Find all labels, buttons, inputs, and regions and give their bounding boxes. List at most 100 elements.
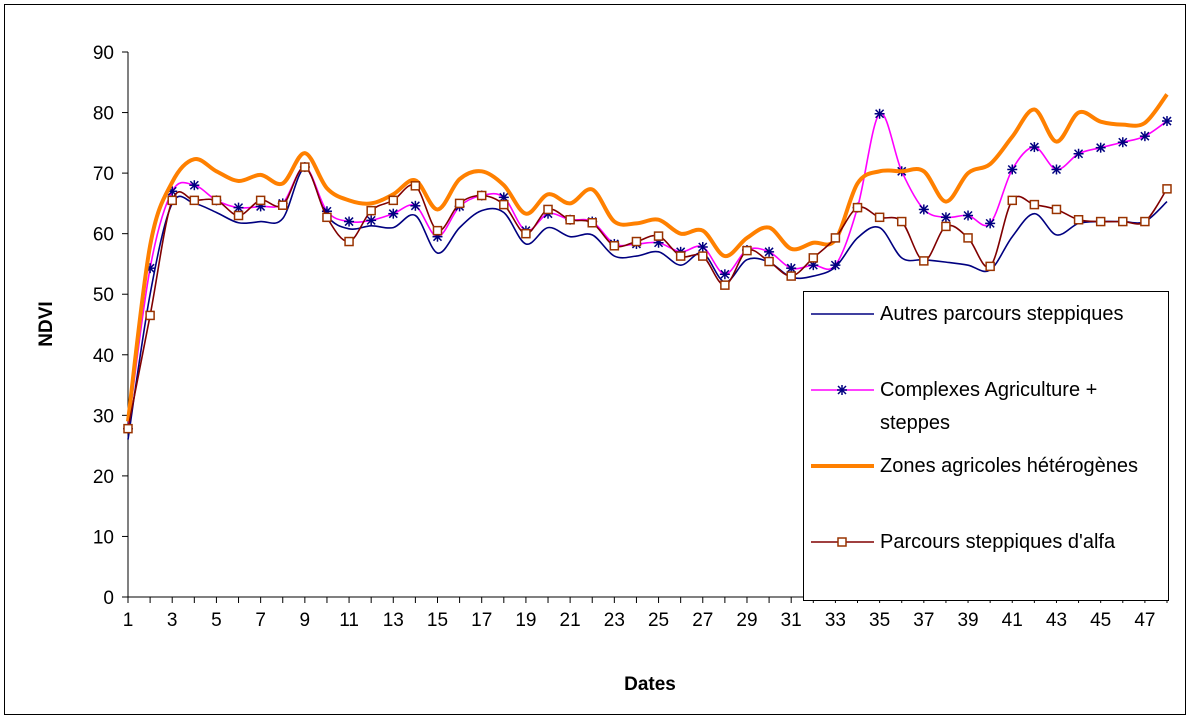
marker <box>808 253 819 263</box>
marker-stroke <box>786 263 796 273</box>
x-tick-label: 43 <box>1046 610 1067 631</box>
marker <box>1051 164 1062 175</box>
x-tick-label: 1 <box>123 610 134 631</box>
marker <box>837 537 847 547</box>
marker-stroke <box>1029 142 1039 152</box>
marker-stroke <box>1140 131 1150 141</box>
y-tick-label: 0 <box>103 588 114 609</box>
legend-label: Parcours steppiques d'alfa <box>880 531 1116 553</box>
marker <box>344 216 355 227</box>
x-axis-title: Dates <box>624 674 676 695</box>
x-tick-label: 7 <box>255 610 266 631</box>
chart-border <box>4 4 1186 715</box>
marker <box>1029 199 1040 210</box>
marker <box>963 210 974 221</box>
x-tick-label: 3 <box>167 610 178 631</box>
y-tick-label: 50 <box>93 285 114 306</box>
x-tick-label: 13 <box>383 610 404 631</box>
legend-entry: Complexes Agriculture + steppes <box>804 368 1168 444</box>
x-tick-label: 11 <box>339 610 359 631</box>
marker <box>366 215 377 226</box>
legend: Autres parcours steppiques Complexes Agri… <box>803 291 1169 601</box>
marker <box>388 208 399 219</box>
marker <box>1007 164 1018 175</box>
marker <box>940 212 951 223</box>
marker <box>1118 216 1128 227</box>
marker-stroke <box>875 109 885 119</box>
marker-stroke <box>985 218 995 228</box>
legend-label: Autres parcours steppiques <box>880 303 1124 325</box>
marker-stroke <box>941 212 951 222</box>
y-tick-label: 20 <box>93 467 114 488</box>
marker <box>432 225 443 236</box>
marker <box>896 216 907 227</box>
marker <box>410 200 421 211</box>
marker <box>123 423 133 434</box>
marker <box>963 233 973 243</box>
marker-stroke <box>1074 149 1084 159</box>
x-tick-label: 5 <box>211 610 222 631</box>
marker <box>499 199 509 210</box>
marker <box>543 204 553 215</box>
marker <box>786 271 796 281</box>
marker <box>764 256 774 267</box>
legend-entry: Autres parcours steppiques <box>804 292 1168 368</box>
x-tick-label: 25 <box>648 610 669 631</box>
marker-stroke <box>344 217 354 227</box>
x-tick-label: 37 <box>913 610 934 631</box>
marker <box>565 214 575 225</box>
x-tick-label: 23 <box>604 610 625 631</box>
y-tick-label: 10 <box>93 527 114 548</box>
marker <box>233 210 244 221</box>
legend-entry: Zones agricoles hétérogènes <box>804 444 1168 520</box>
y-tick-label: 40 <box>93 346 114 367</box>
marker <box>1117 137 1128 148</box>
marker <box>344 236 354 247</box>
marker <box>941 221 951 232</box>
marker <box>985 218 996 229</box>
y-tick-label: 90 <box>93 43 114 64</box>
marker <box>852 202 863 213</box>
marker <box>1007 195 1018 206</box>
x-tick-label: 47 <box>1134 610 1155 631</box>
x-tick-label: 17 <box>471 610 492 631</box>
marker <box>388 195 399 206</box>
marker <box>1162 184 1172 194</box>
x-tick-label: 35 <box>869 610 890 631</box>
x-tick-label: 27 <box>692 610 713 631</box>
marker-stroke <box>1007 164 1017 175</box>
marker <box>1095 142 1106 153</box>
legend-swatch <box>811 464 874 468</box>
x-tick-label: 15 <box>427 610 448 631</box>
marker <box>189 180 200 191</box>
marker <box>476 190 487 201</box>
legend-label: Complexes Agriculture + steppes <box>880 379 1098 434</box>
marker-stroke <box>1118 137 1128 147</box>
marker <box>1029 142 1040 153</box>
marker <box>609 241 620 251</box>
marker-stroke <box>366 215 376 225</box>
marker <box>675 251 686 261</box>
y-tick-label: 30 <box>93 406 114 427</box>
x-tick-label: 33 <box>825 610 846 631</box>
legend-swatch <box>811 313 874 315</box>
marker-stroke <box>837 385 847 395</box>
x-tick-label: 9 <box>300 610 311 631</box>
marker <box>631 236 642 247</box>
marker-stroke <box>388 209 398 219</box>
marker-stroke <box>764 247 774 257</box>
marker <box>830 260 841 271</box>
y-tick-label: 80 <box>93 104 114 125</box>
x-tick-label: 29 <box>736 610 757 631</box>
marker-stroke <box>410 201 420 211</box>
x-tick-label: 41 <box>1002 610 1023 631</box>
y-axis-title: NDVI <box>36 301 57 346</box>
line-series <box>126 93 1169 422</box>
marker <box>1162 116 1172 127</box>
marker-stroke <box>189 180 199 190</box>
marker <box>322 212 332 223</box>
marker-stroke <box>698 242 708 252</box>
marker <box>742 245 752 256</box>
